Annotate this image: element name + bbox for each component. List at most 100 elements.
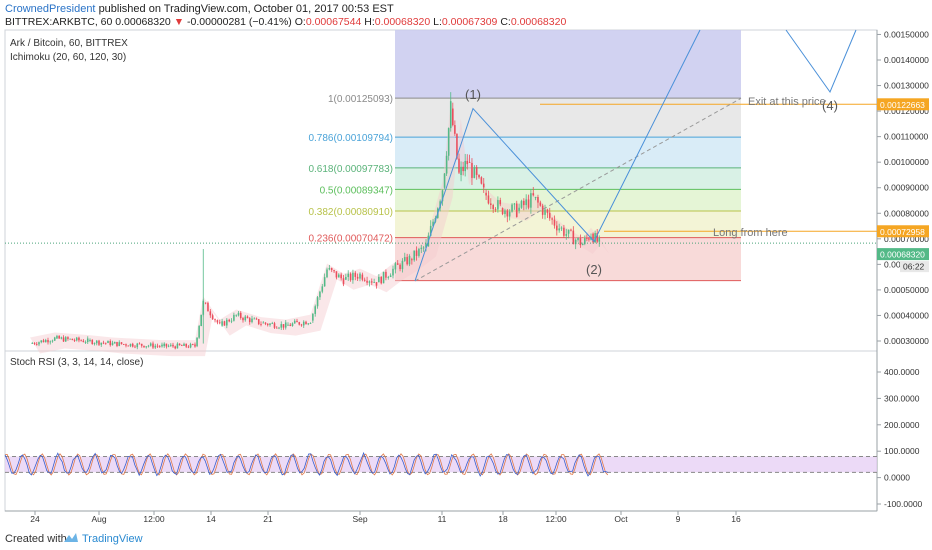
low-value: 0.00067309 [441,16,498,28]
candle-body [598,237,601,242]
candle-body [253,318,256,320]
candle-body [122,344,125,345]
candle-body [560,227,563,229]
candle-body [262,322,265,324]
candle-body [300,324,303,326]
candle-body [370,281,373,283]
footer: Created with TradingView [0,527,932,550]
candle-body [553,219,556,226]
candle-body [260,324,262,325]
time-tick-label: Sep [352,514,367,524]
candle-body [403,257,406,261]
candle-body [422,247,425,249]
close-label: C: [500,16,511,28]
tradingview-brand[interactable]: TradingView [82,533,143,545]
candle-body [312,313,314,321]
candle-body [209,311,212,316]
candles [31,92,601,350]
candle-body [387,276,390,278]
long-annotation: Long from here [713,227,788,239]
tradingview-logo-icon [64,533,78,542]
candle-body [345,277,347,280]
down-arrow-icon: ▼ [173,16,185,28]
candle-body [499,200,502,205]
exit-price-tag: 0.00122663 [880,100,925,110]
candle-body [366,280,368,283]
wave-projection[interactable] [5,29,877,282]
time-tick-label: 18 [498,514,508,524]
candle-body [537,197,539,203]
chart-canvas[interactable]: 1(0.00125093) 0.786(0.00109794) 0.618(0.00… [0,0,932,527]
candle-body [408,255,411,265]
candle-body [165,343,168,347]
time-tick-label: 11 [438,514,447,524]
candle-body [131,343,134,347]
candle-body [147,345,150,347]
candle-body [473,167,476,178]
price-tick-label: 0.00120000 [884,106,929,116]
stoch-tick-label: 100.0000 [884,446,920,456]
candle-body [471,162,473,178]
candle-body [565,234,568,236]
author-link[interactable]: CrownedPresident [5,3,96,15]
candle-body [458,158,460,173]
candle-body [251,318,253,323]
candle-body [511,204,513,212]
price-tick-label: 0.00080000 [884,208,929,218]
candle-body [382,271,385,284]
time-tick-label: 12:00 [143,514,165,524]
candle-body [454,125,456,134]
candle-body [359,273,361,279]
fib-level-label: 0.618(0.00097783) [308,164,393,175]
candle-body [347,273,350,278]
candle-body [216,320,219,323]
price-tick-label: 0.00130000 [884,81,929,91]
fib-level-label: 0.5(0.00089347) [320,185,393,196]
candle-body [378,276,380,283]
candle-body [51,340,54,342]
candle-body [44,339,47,343]
time-axis[interactable]: 24 Aug 12:00 14 21 Sep 11 18 12:00 Oct 9 16 [30,511,741,524]
candle-body [163,343,165,347]
candle-body [233,314,235,321]
price-tick-label: 0.00090000 [884,183,929,193]
candle-body [82,340,85,343]
candle-body [156,345,159,347]
candle-body [335,271,338,278]
fib-level-label: 0.382(0.00080910) [308,207,393,218]
candle-body [84,342,87,343]
candle-body [35,343,38,345]
candle-body [275,327,278,329]
stoch-tick-label: -100.0000 [884,499,923,509]
candle-body [228,319,230,322]
candle-body [462,166,464,172]
candle-body [307,323,310,325]
candle-body [429,225,432,236]
candle-body [475,167,478,175]
stoch-d-line [4,453,609,476]
candle-body [152,343,154,348]
stoch-pane[interactable] [4,350,878,512]
candle-body [515,203,518,217]
price-axis[interactable]: 0.00150000 0.00140000 0.00130000 0.00120000… [877,29,929,346]
candle-body [161,344,163,347]
candle-body [399,264,401,270]
wave-projection-line [414,29,701,282]
candle-body [508,211,511,217]
candle-body [278,327,280,329]
candle-body [551,218,553,220]
candle-body [464,160,466,172]
candle-body [218,322,221,324]
candle-body [314,306,317,314]
candle-body [413,250,416,261]
candle-body [49,341,52,343]
candle-body [456,133,458,159]
candle-body [445,155,448,174]
candle-body [527,199,530,208]
candle-body [570,229,572,231]
candle-body [556,225,558,231]
ichimoku-cloud-area [30,102,610,357]
candle-body [242,318,244,321]
candle-body [525,199,527,206]
